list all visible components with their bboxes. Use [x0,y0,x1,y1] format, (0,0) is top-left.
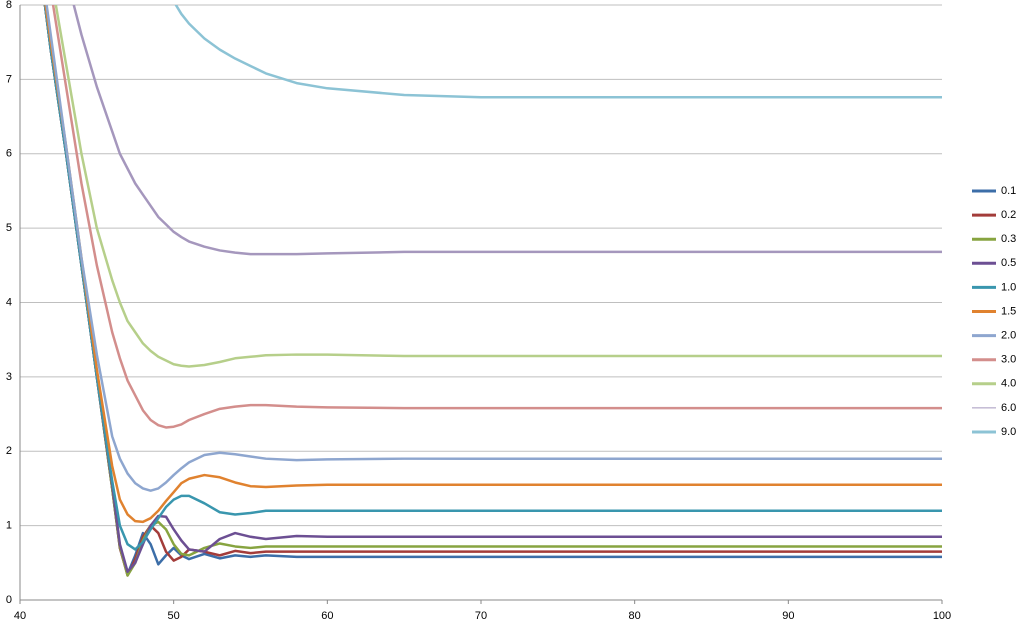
legend-label: 2.0 [1001,330,1016,342]
series-line [43,5,942,551]
series-line [51,5,942,429]
x-tick-label: 80 [629,610,641,622]
legend-label: 9.0 [1001,426,1016,438]
y-tick-label: 7 [6,73,12,85]
y-tick-label: 6 [6,148,12,160]
y-tick-label: 5 [6,222,12,234]
legend-label: 0.5 [1001,257,1016,269]
series-line [174,5,942,99]
y-tick-label: 0 [6,594,12,606]
x-tick-label: 100 [933,610,951,622]
series-line [44,5,942,524]
x-tick-label: 40 [14,610,26,622]
y-tick-label: 2 [6,445,12,457]
y-tick-label: 4 [6,296,12,308]
series-line [72,5,942,256]
legend-label: 1.0 [1001,281,1016,293]
legend-label: 1.5 [1001,305,1016,317]
x-tick-label: 60 [321,610,333,622]
x-tick-label: 90 [782,610,794,622]
series-line [54,5,942,368]
y-tick-label: 1 [6,520,12,532]
legend-label: 4.0 [1001,378,1016,390]
legend-label: 0.1 [1001,185,1016,197]
legend-label: 0.3 [1001,233,1016,245]
legend-label: 6.0 [1001,402,1016,414]
series-line [43,5,942,577]
y-tick-label: 3 [6,371,12,383]
plot-area [43,5,942,577]
y-tick-label: 8 [6,0,12,11]
series-line [43,5,942,576]
x-tick-label: 70 [475,610,487,622]
series-line [45,5,942,492]
series-line [43,5,942,573]
legend-label: 0.2 [1001,209,1016,221]
legend-label: 3.0 [1001,354,1016,366]
x-tick-label: 50 [168,610,180,622]
series-line [43,5,942,577]
